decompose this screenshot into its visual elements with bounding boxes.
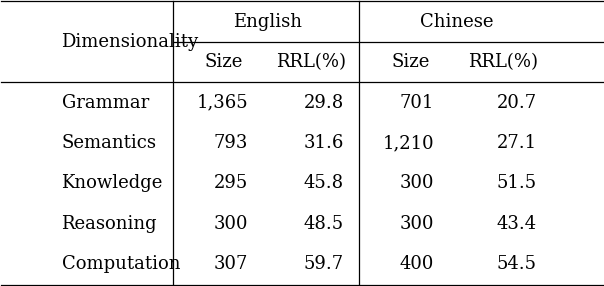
Text: 48.5: 48.5 <box>304 215 344 233</box>
Text: Grammar: Grammar <box>62 94 149 112</box>
Text: Knowledge: Knowledge <box>62 174 163 192</box>
Text: 1,210: 1,210 <box>383 134 434 152</box>
Text: Reasoning: Reasoning <box>62 215 157 233</box>
Text: 300: 300 <box>400 174 434 192</box>
Text: 295: 295 <box>214 174 248 192</box>
Text: 20.7: 20.7 <box>496 94 536 112</box>
Text: 59.7: 59.7 <box>304 255 344 273</box>
Text: 51.5: 51.5 <box>496 174 536 192</box>
Text: Dimensionality: Dimensionality <box>62 33 199 51</box>
Text: Computation: Computation <box>62 255 180 273</box>
Text: 701: 701 <box>400 94 434 112</box>
Text: Size: Size <box>391 53 429 71</box>
Text: Size: Size <box>205 53 243 71</box>
Text: 45.8: 45.8 <box>304 174 344 192</box>
Text: English: English <box>233 13 302 31</box>
Text: 400: 400 <box>400 255 434 273</box>
Text: 31.6: 31.6 <box>304 134 344 152</box>
Text: Chinese: Chinese <box>420 13 493 31</box>
Text: 43.4: 43.4 <box>496 215 536 233</box>
Text: Semantics: Semantics <box>62 134 156 152</box>
Text: 300: 300 <box>213 215 248 233</box>
Text: 300: 300 <box>400 215 434 233</box>
Text: 307: 307 <box>214 255 248 273</box>
Text: 54.5: 54.5 <box>496 255 536 273</box>
Text: RRL(%): RRL(%) <box>469 53 538 71</box>
Text: 1,365: 1,365 <box>196 94 248 112</box>
Text: 27.1: 27.1 <box>496 134 536 152</box>
Text: 793: 793 <box>214 134 248 152</box>
Text: RRL(%): RRL(%) <box>276 53 346 71</box>
Text: 29.8: 29.8 <box>304 94 344 112</box>
